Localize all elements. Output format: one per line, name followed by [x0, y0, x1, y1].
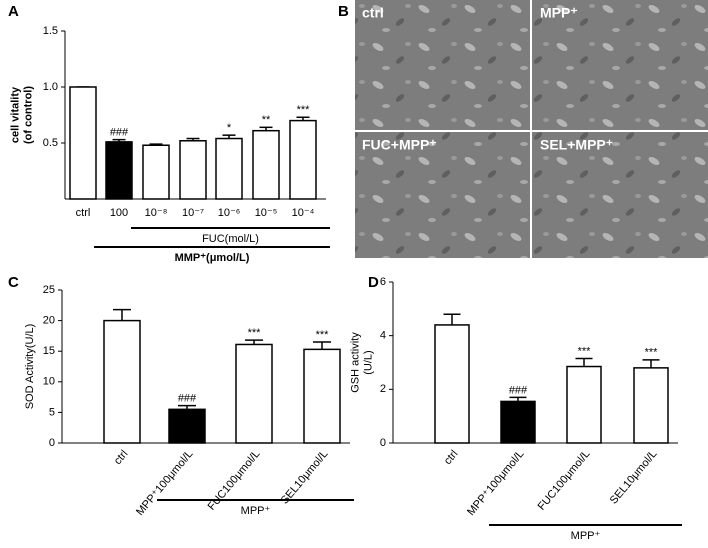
significance: ** [262, 114, 271, 126]
significance: ### [110, 127, 129, 139]
panel-label: A [8, 3, 19, 20]
bar [289, 119, 317, 200]
x-tick-label: 10⁻⁶ [218, 207, 241, 219]
bar [252, 129, 280, 200]
panel-label: B [338, 3, 349, 20]
significance: ### [509, 384, 528, 396]
image-label: ctrl [362, 5, 384, 21]
x-tick-label: ctrl [112, 448, 131, 467]
bar [105, 141, 133, 200]
significance: *** [645, 347, 659, 359]
x-tick-label: MPP⁺100μmol/L [465, 448, 526, 518]
y-tick-label: 0 [380, 437, 386, 449]
y-tick-label: 25 [43, 284, 55, 296]
group-label: MMP⁺(μmol/L) [175, 252, 250, 264]
y-axis-label: cell vitality [9, 86, 21, 143]
y-tick-label: 1.0 [43, 81, 58, 93]
panel-label: C [8, 274, 19, 291]
x-tick-label: SEL10μmol/L [608, 448, 660, 506]
significance: *** [578, 345, 592, 357]
bar [103, 319, 141, 444]
x-tick-label: 100 [110, 207, 128, 219]
bar [179, 140, 207, 200]
y-axis-label: SOD Activity(U/L) [24, 324, 36, 410]
bar [69, 86, 97, 200]
bar [168, 408, 206, 444]
bar [500, 400, 536, 444]
x-tick-label: MPP⁺100μmol/L [134, 448, 195, 518]
bar [633, 367, 669, 444]
x-tick-label: FUC100μmol/L [206, 448, 263, 513]
y-tick-label: 2 [380, 383, 386, 395]
y-tick-label: 10 [43, 376, 55, 388]
significance: ### [178, 393, 197, 405]
y-axis-label: (U/L) [362, 350, 374, 374]
y-tick-label: 15 [43, 345, 55, 357]
group-label: FUC(mol/L) [202, 233, 259, 245]
image-label: SEL+MPP⁺ [540, 137, 613, 153]
x-tick-label: ctrl [76, 207, 91, 219]
group-label: MPP⁺ [241, 505, 271, 517]
x-tick-label: 10⁻⁵ [255, 207, 278, 219]
bar [566, 365, 602, 444]
y-tick-label: 20 [43, 315, 55, 327]
x-tick-label: 10⁻⁸ [145, 207, 168, 219]
x-tick-label: FUC100μmol/L [536, 448, 593, 513]
group-label: MPP⁺ [571, 530, 601, 542]
significance: *** [297, 104, 311, 116]
y-tick-label: 0.5 [43, 137, 58, 149]
x-tick-label: 10⁻⁴ [292, 207, 315, 219]
x-tick-label: 10⁻⁷ [182, 207, 204, 219]
x-tick-label: ctrl [442, 448, 461, 467]
y-tick-label: 4 [380, 330, 386, 342]
image-label: MPP⁺ [540, 5, 578, 21]
image-label: FUC+MPP⁺ [362, 137, 437, 153]
micrographs: ctrl MPP⁺ FUC+MPP⁺ SEL+MPP⁺ [355, 0, 708, 258]
y-tick-label: 1.5 [43, 25, 58, 37]
significance: *** [316, 329, 330, 341]
bar [215, 137, 243, 200]
panel-label: D [368, 274, 379, 291]
y-tick-label: 5 [49, 406, 55, 418]
y-axis-label: (of control) [22, 86, 34, 144]
significance: *** [248, 327, 262, 339]
bar [434, 324, 470, 444]
bar [303, 348, 341, 444]
significance: * [227, 122, 232, 134]
bar [235, 343, 273, 444]
y-axis-label: GSH activity [349, 332, 361, 393]
y-tick-label: 6 [380, 276, 386, 288]
y-tick-label: 0 [49, 437, 55, 449]
bar [142, 144, 170, 200]
x-tick-label: SEL10μmol/L [279, 448, 331, 506]
